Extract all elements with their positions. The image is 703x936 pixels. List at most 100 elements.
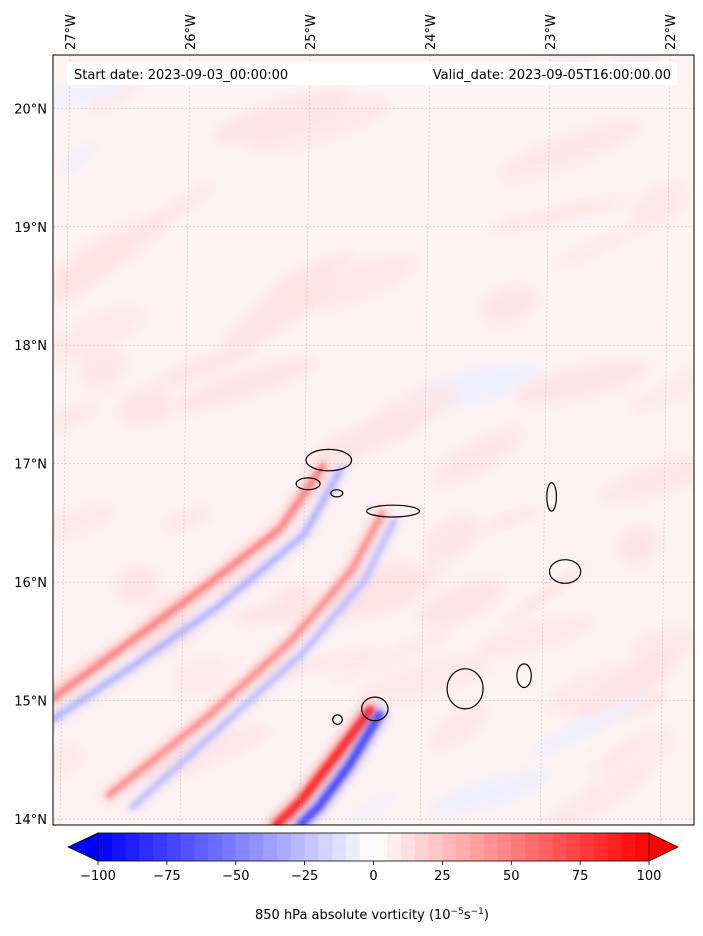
map-area	[53, 55, 694, 825]
latitude-tick-label: 16°N	[14, 576, 47, 591]
background-streak	[212, 88, 352, 144]
island-coastline	[446, 668, 484, 710]
colorbar-level	[469, 833, 485, 861]
colorbar-level	[304, 833, 319, 861]
colorbar-level	[221, 833, 237, 861]
colorbar-tick-label: −100	[80, 869, 116, 884]
island-coastline	[330, 489, 344, 498]
colorbar-level	[635, 833, 650, 861]
colorbar-level	[125, 833, 140, 861]
island-coastline	[366, 504, 421, 518]
background-streak	[506, 564, 587, 625]
background-streak	[117, 387, 174, 427]
colorbar-level	[153, 833, 168, 861]
colorbar-level	[511, 833, 526, 861]
background-streak	[171, 357, 317, 412]
background-streak	[514, 360, 647, 404]
colorbar-label-end: )	[484, 908, 489, 923]
longitude-tick-label: 26°W	[184, 14, 199, 50]
island-coastline	[516, 663, 532, 689]
colorbar-level	[194, 833, 209, 861]
background-streak	[617, 525, 659, 565]
colorbar-level	[180, 833, 195, 861]
background-streak	[421, 513, 480, 566]
colorbar-level	[483, 833, 498, 861]
colorbar-level	[621, 833, 636, 861]
background-streak	[114, 566, 159, 604]
colorbar-level	[414, 833, 430, 861]
colorbar-level	[249, 833, 264, 861]
background-streak	[601, 729, 674, 780]
colorbar-level	[345, 833, 361, 861]
background-streak	[530, 692, 648, 757]
meridian-gridline	[419, 55, 431, 825]
background-streak	[55, 141, 98, 178]
latitude-tick-label: 14°N	[14, 813, 47, 828]
longitude-tick-label: 27°W	[64, 14, 79, 50]
background-streak	[499, 119, 642, 180]
latitude-tick-label: 15°N	[14, 695, 47, 710]
fogo-wake-positive	[272, 706, 374, 825]
colorbar-level	[401, 833, 416, 861]
colorbar-tick-label: −50	[222, 869, 249, 884]
colorbar-level	[359, 833, 375, 861]
background-streak	[491, 197, 624, 231]
colorbar-level	[235, 833, 251, 861]
background-streak	[53, 505, 115, 555]
colorbar-level	[139, 833, 154, 861]
colorbar-level	[428, 833, 443, 861]
map-frame	[52, 54, 695, 826]
colorbar-level	[497, 833, 512, 861]
background-streak	[476, 614, 595, 659]
colorbar-tick-label: 25	[434, 869, 451, 884]
colorbar-level	[290, 833, 306, 861]
background-streak	[185, 565, 267, 603]
santo-antao-wake-positive	[53, 463, 326, 702]
colorbar-level	[166, 833, 182, 861]
colorbar-tick-label: −75	[153, 869, 180, 884]
colorbar-level	[538, 833, 554, 861]
longitude-tick-label: 23°W	[544, 14, 559, 50]
background-streak	[153, 344, 254, 389]
background-streak	[630, 348, 694, 413]
colorbar-level	[263, 833, 278, 861]
island-coastline	[360, 696, 389, 722]
background-streak	[431, 704, 486, 749]
latitude-tick-label: 17°N	[14, 458, 47, 473]
island-coastline	[305, 448, 353, 472]
background-streak	[480, 508, 538, 532]
vorticity-wakes	[53, 460, 399, 825]
background-streak	[53, 306, 144, 367]
colorbar-max-extension	[648, 832, 679, 862]
colorbar-label-exp1: −5	[451, 907, 464, 917]
colorbar-label-main: 850 hPa absolute vorticity (10	[255, 908, 451, 923]
latitude-tick-label: 19°N	[14, 221, 47, 236]
background-streak	[53, 401, 99, 433]
colorbar-level	[387, 833, 402, 861]
colorbar-tick-label: 50	[503, 869, 520, 884]
background-streak	[366, 625, 455, 673]
meridian-gridline	[539, 55, 551, 825]
background-streak	[164, 506, 212, 532]
background-streak	[548, 764, 654, 825]
background-streak	[589, 733, 652, 775]
background-streak	[172, 655, 229, 699]
colorbar-level	[607, 833, 622, 861]
meridian-gridline	[59, 55, 71, 825]
colorbar-level	[442, 833, 457, 861]
latitude-tick-label: 18°N	[14, 339, 47, 354]
background-streak	[326, 790, 397, 825]
island-coastline	[332, 714, 343, 725]
background-streak	[416, 578, 504, 628]
colorbar-ticks: −100 −75 −50 −25 0 25 50 75 100	[80, 861, 661, 884]
longitude-axis: 27°W 26°W 25°W 24°W 23°W 22°W	[64, 14, 679, 50]
longitude-tick-label: 22°W	[664, 14, 679, 50]
background-streak	[426, 768, 553, 819]
colorbar-level	[208, 833, 223, 861]
colorbar-level	[111, 833, 127, 861]
colorbar-tick-label: 0	[369, 869, 377, 884]
latitude-tick-label: 20°N	[14, 102, 47, 117]
colorbar-level	[318, 833, 333, 861]
gridlines	[53, 55, 694, 825]
meridian-gridline	[299, 55, 311, 825]
